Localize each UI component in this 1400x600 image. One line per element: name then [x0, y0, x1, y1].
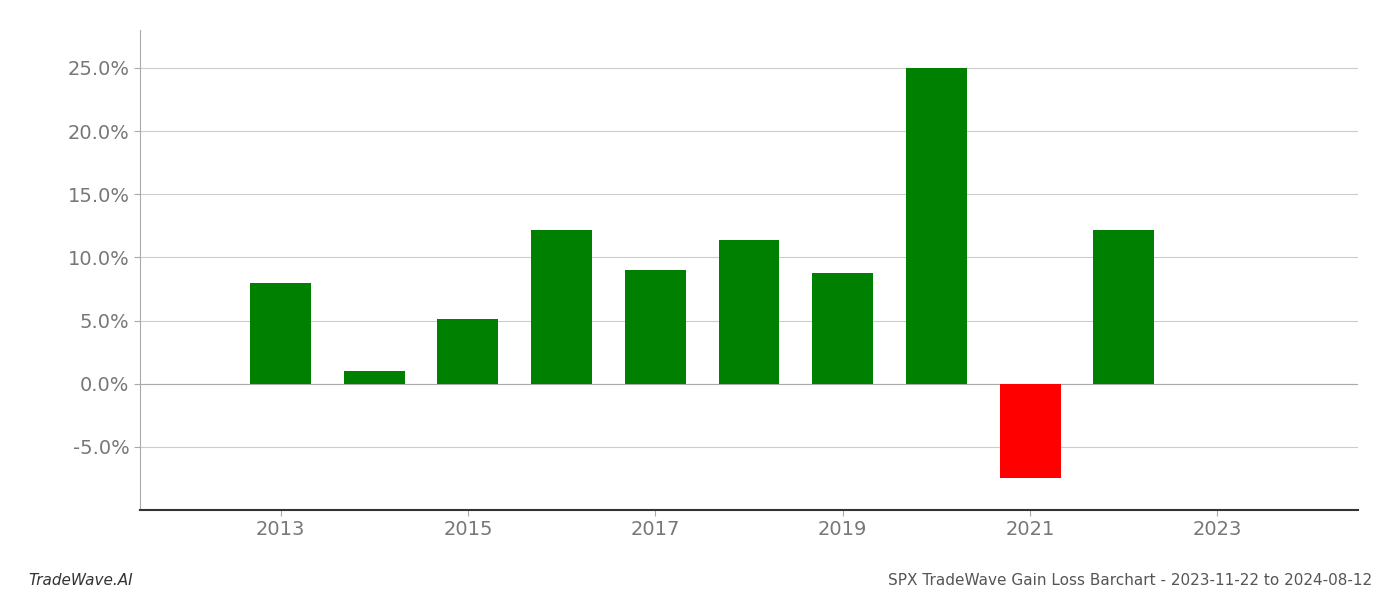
Bar	[1093, 230, 1154, 383]
Bar	[624, 270, 686, 383]
Bar	[906, 68, 967, 383]
Bar	[251, 283, 311, 383]
Bar	[718, 239, 780, 383]
Bar	[344, 371, 405, 383]
Text: SPX TradeWave Gain Loss Barchart - 2023-11-22 to 2024-08-12: SPX TradeWave Gain Loss Barchart - 2023-…	[888, 573, 1372, 588]
Bar	[1000, 383, 1061, 478]
Text: TradeWave.AI: TradeWave.AI	[28, 573, 133, 588]
Bar	[812, 272, 874, 383]
Bar	[531, 230, 592, 383]
Bar	[437, 319, 498, 383]
